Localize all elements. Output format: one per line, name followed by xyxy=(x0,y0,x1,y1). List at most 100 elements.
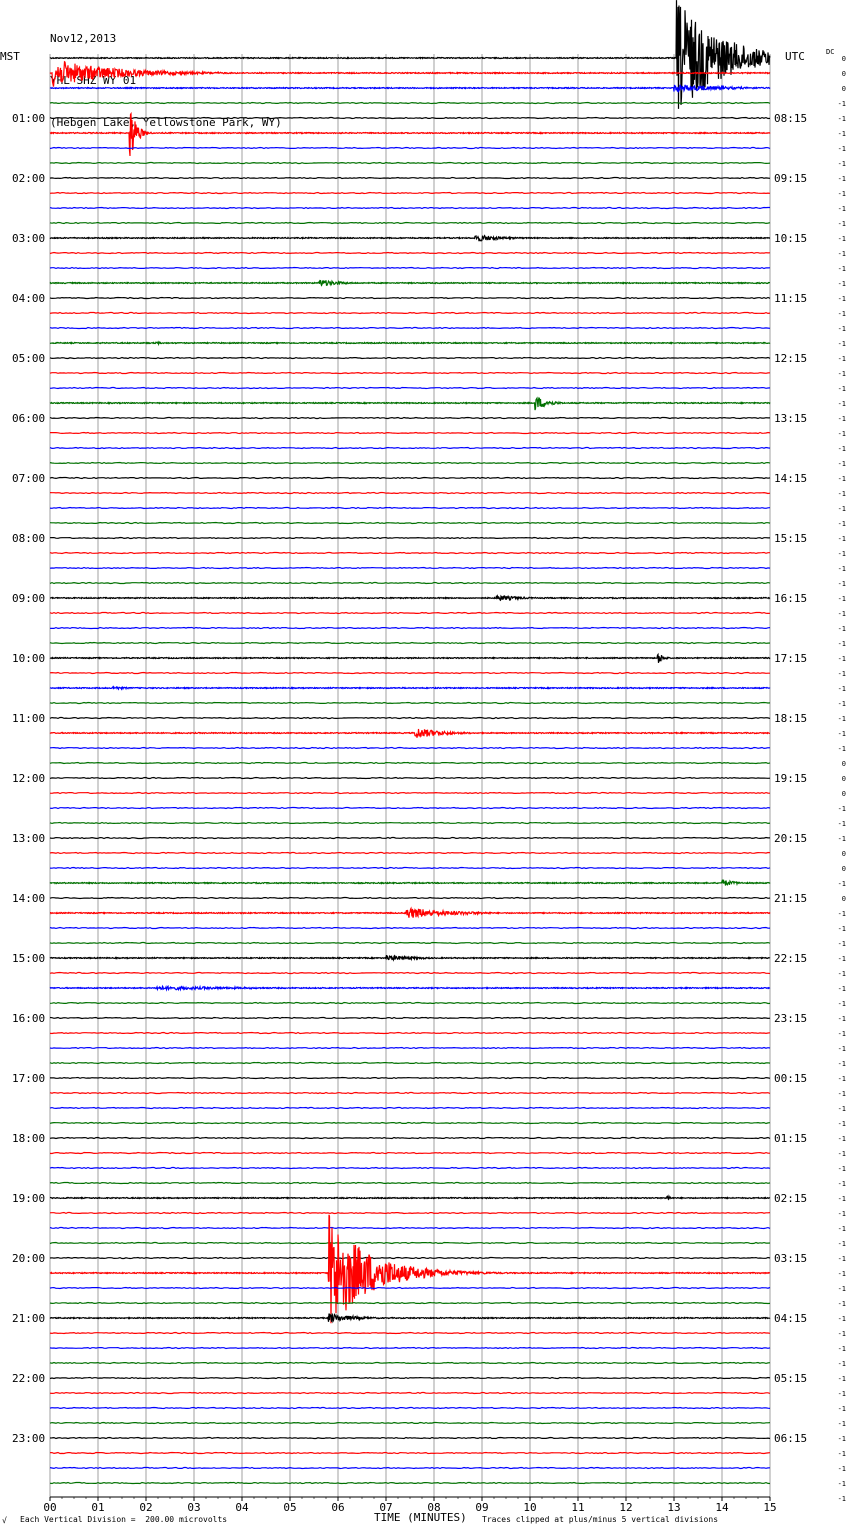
right-hour-label: 16:15 xyxy=(774,592,807,605)
left-hour-label: 13:00 xyxy=(12,832,45,845)
dc-offset-label: -1 xyxy=(838,520,846,528)
trace-line xyxy=(49,326,771,330)
left-hour-label: 07:00 xyxy=(12,472,45,485)
trace-line xyxy=(49,396,771,411)
x-tick-label: 15 xyxy=(763,1501,776,1514)
trace-line xyxy=(49,1346,771,1350)
dc-offset-label: -1 xyxy=(838,265,846,273)
dc-offset-label: 0 xyxy=(842,70,846,78)
trace-line xyxy=(49,728,770,738)
dc-offset-label: 0 xyxy=(842,55,846,63)
left-hour-label: 21:00 xyxy=(12,1312,45,1325)
right-hour-label: 02:15 xyxy=(774,1192,807,1205)
dc-offset-label: -1 xyxy=(838,1090,846,1098)
dc-offset-label: -1 xyxy=(838,175,846,183)
trace-line xyxy=(49,566,771,570)
dc-offset-label: -1 xyxy=(838,1315,846,1323)
trace-line xyxy=(49,1181,771,1185)
dc-offset-label: -1 xyxy=(838,1150,846,1158)
left-zone-label: MST xyxy=(0,50,20,63)
trace-line xyxy=(49,821,771,825)
right-hour-label: 18:15 xyxy=(774,712,807,725)
trace-line xyxy=(49,806,771,810)
dc-offset-label: -1 xyxy=(838,160,846,168)
trace-line xyxy=(49,446,771,450)
dc-offset-label: -1 xyxy=(838,340,846,348)
left-hour-label: 04:00 xyxy=(12,292,45,305)
dc-offset-label: 0 xyxy=(842,790,846,798)
trace-line xyxy=(49,971,771,975)
dc-offset-label: -1 xyxy=(838,535,846,543)
trace-line xyxy=(49,1451,771,1455)
trace-line xyxy=(49,1331,771,1335)
dc-offset-label: -1 xyxy=(838,325,846,333)
right-hour-label: 08:15 xyxy=(774,112,807,125)
dc-offset-label: -1 xyxy=(838,1375,846,1383)
trace-line xyxy=(49,941,771,945)
trace-line xyxy=(49,551,770,555)
footer-mark: √ xyxy=(2,1516,7,1525)
x-tick-label: 09 xyxy=(475,1501,488,1514)
trace-line xyxy=(49,234,770,242)
dc-offset-label: -1 xyxy=(838,970,846,978)
trace-line xyxy=(49,161,771,165)
dc-offset-label: -1 xyxy=(838,1360,846,1368)
dc-offset-label: -1 xyxy=(838,1000,846,1008)
dc-offset-label: -1 xyxy=(838,670,846,678)
trace-line xyxy=(49,611,771,615)
dc-offset-label: -1 xyxy=(838,1060,846,1068)
dc-offset-label: -1 xyxy=(838,580,846,588)
right-hour-label: 00:15 xyxy=(774,1072,807,1085)
trace-line xyxy=(49,1301,771,1305)
left-hour-label: 20:00 xyxy=(12,1252,45,1265)
trace-line xyxy=(49,1166,771,1170)
trace-line xyxy=(49,191,771,195)
trace-line xyxy=(49,221,771,225)
dc-offset-label: -1 xyxy=(838,925,846,933)
dc-offset-label: -1 xyxy=(838,1345,846,1353)
right-hour-label: 05:15 xyxy=(774,1372,807,1385)
trace-line xyxy=(49,1481,771,1485)
trace-line xyxy=(49,1256,771,1260)
trace-line xyxy=(49,1091,771,1095)
dc-offset-label: -1 xyxy=(838,445,846,453)
left-hour-label: 23:00 xyxy=(12,1432,45,1445)
x-tick-label: 04 xyxy=(235,1501,249,1514)
dc-offset-label: -1 xyxy=(838,385,846,393)
left-hour-label: 05:00 xyxy=(12,352,45,365)
left-hour-label: 17:00 xyxy=(12,1072,45,1085)
chart-header: Nov12,2013 YHL SHZ WY 01 (Hebgen Lake, Y… xyxy=(50,4,282,144)
right-hour-label: 11:15 xyxy=(774,292,807,305)
right-hour-label: 21:15 xyxy=(774,892,807,905)
right-hour-label: 17:15 xyxy=(774,652,807,665)
dc-offset-label: -1 xyxy=(838,1075,846,1083)
dc-offset-label: -1 xyxy=(838,295,846,303)
left-hour-label: 22:00 xyxy=(12,1372,45,1385)
trace-line xyxy=(49,1361,771,1365)
x-tick-label: 10 xyxy=(523,1501,536,1514)
trace-line xyxy=(49,1046,771,1050)
dc-offset-label: -1 xyxy=(838,880,846,888)
dc-offset-label: -1 xyxy=(838,1300,846,1308)
dc-offset-label: -1 xyxy=(838,100,846,108)
dc-offset-label: -1 xyxy=(838,1030,846,1038)
dc-offset-label: -1 xyxy=(838,1120,846,1128)
left-hour-label: 12:00 xyxy=(12,772,45,785)
trace-line xyxy=(49,461,771,465)
trace-line xyxy=(49,1031,771,1035)
right-hour-label: 20:15 xyxy=(774,832,807,845)
dc-offset-label: -1 xyxy=(838,805,846,813)
trace-line xyxy=(49,536,770,540)
dc-offset-label: -1 xyxy=(838,1270,846,1278)
dc-offset-label: -1 xyxy=(838,1165,846,1173)
x-tick-label: 05 xyxy=(283,1501,296,1514)
dc-offset-label: -1 xyxy=(838,1450,846,1458)
footer-clip-note: Traces clipped at plus/minus 5 vertical … xyxy=(482,1515,719,1524)
left-hour-label: 02:00 xyxy=(12,172,45,185)
x-tick-label: 11 xyxy=(571,1501,584,1514)
right-hour-label: 14:15 xyxy=(774,472,807,485)
trace-line xyxy=(49,356,771,360)
dc-offset-label: -1 xyxy=(838,640,846,648)
left-hour-label: 16:00 xyxy=(12,1012,45,1025)
